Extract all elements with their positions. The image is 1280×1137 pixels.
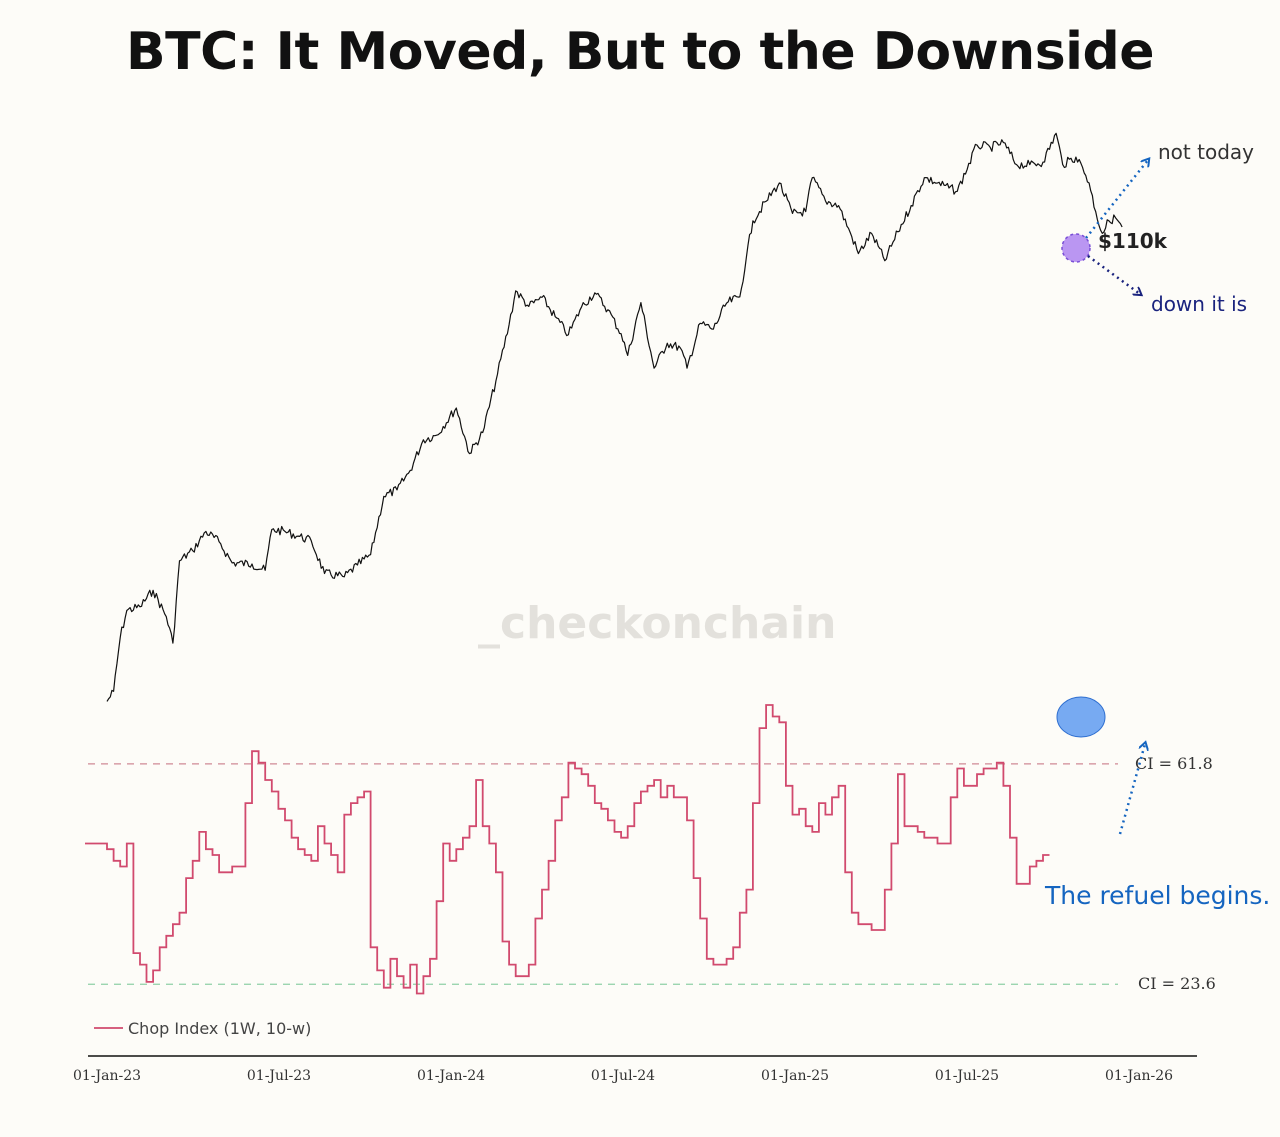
chart-title: BTC: It Moved, But to the Downside: [126, 22, 1154, 82]
ci-23-6-label: CI = 23.6: [1138, 974, 1216, 993]
x-tick-label: 01-Jul-23: [247, 1068, 311, 1084]
price-110k-label: $110k: [1098, 229, 1168, 253]
watermark: _checkonchain: [478, 598, 836, 649]
x-tick-label: 01-Jan-23: [73, 1068, 141, 1084]
refuel-label: The refuel begins.: [1044, 881, 1270, 910]
refuel-arrow: [1118, 744, 1145, 835]
ci-highlight-circle: [1056, 696, 1106, 738]
x-tick-label: 01-Jan-24: [417, 1068, 485, 1084]
chop-index-line: [85, 704, 1050, 995]
x-tick-label: 01-Jan-26: [1105, 1068, 1173, 1084]
x-tick-label: 01-Jul-25: [935, 1068, 999, 1084]
x-tick-label: 01-Jul-24: [591, 1068, 655, 1084]
legend-label: Chop Index (1W, 10-w): [128, 1019, 311, 1038]
btc-price-line: [106, 132, 1123, 702]
ci-61-8-label: CI = 61.8: [1135, 754, 1213, 773]
x-tick-label: 01-Jan-25: [761, 1068, 829, 1084]
down-it-is-arrow: [1087, 254, 1140, 294]
not-today-arrow: [1085, 160, 1148, 239]
price-highlight-circle: [1061, 233, 1091, 263]
down-it-is-label: down it is: [1151, 292, 1247, 316]
x-tick-labels: 01-Jan-23 01-Jul-23 01-Jan-24 01-Jul-24 01-J…: [73, 1068, 1173, 1084]
not-today-label: not today: [1158, 140, 1254, 164]
